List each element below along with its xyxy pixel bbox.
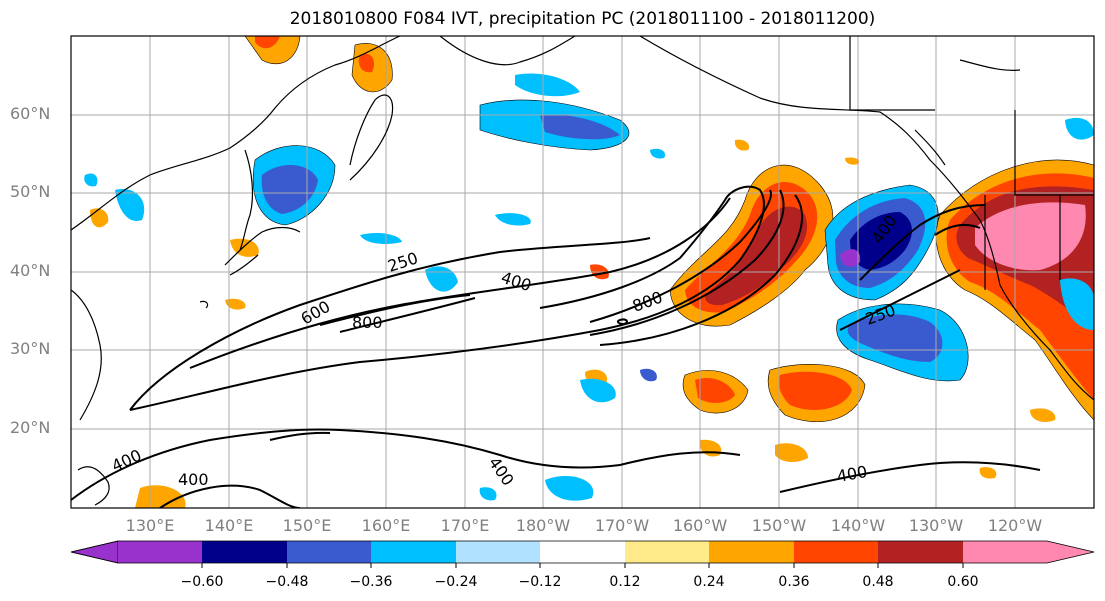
colorbar-tick-label: 0.60 [947, 574, 979, 590]
lon-label: 170°W [594, 516, 650, 535]
lat-label: 30°N [10, 339, 51, 358]
lon-label: 150°E [282, 516, 332, 535]
colorbar-outline [70, 540, 1095, 564]
map-frame [70, 35, 1095, 509]
map-title: 2018010800 F084 IVT, precipitation PC (2… [289, 9, 876, 29]
lat-label: 50°N [10, 182, 51, 201]
colorbar-swatch [709, 541, 794, 563]
colorbar-swatch [287, 541, 371, 563]
colorbar-swatch [540, 541, 625, 563]
colorbar-tick-label: 0.48 [862, 574, 894, 590]
lon-label: 180°W [515, 516, 571, 535]
lon-label: 130°W [908, 516, 964, 535]
lon-label: 170°E [440, 516, 490, 535]
colorbar-swatch [625, 541, 709, 563]
lon-label: 120°W [987, 516, 1043, 535]
lon-label: 160°W [672, 516, 728, 535]
colorbar-swatch [371, 541, 456, 563]
lon-label: 140°E [204, 516, 254, 535]
lon-label: 140°W [830, 516, 886, 535]
colorbar-swatch [794, 541, 878, 563]
lon-label: 150°W [751, 516, 807, 535]
lon-label: 130°E [125, 516, 175, 535]
contour-label: 800 [352, 313, 383, 332]
lat-label: 40°N [10, 261, 51, 280]
colorbar-tick-label: −0.48 [265, 574, 309, 590]
lat-label: 20°N [10, 418, 51, 437]
colorbar-max-arrow [963, 541, 1094, 563]
colorbar-tick-label: −0.12 [518, 574, 562, 590]
colorbar-ticks [201, 563, 964, 568]
contour-label: 400 [178, 470, 209, 489]
colorbar [70, 540, 1095, 568]
ivt-contours [71, 185, 1041, 508]
graticule [71, 36, 1094, 508]
lat-label: 60°N [10, 104, 51, 123]
colorbar-swatch [456, 541, 540, 563]
colorbar-tick-label: −0.60 [180, 574, 224, 590]
contour-label: 400 [109, 445, 145, 475]
contour-label: 800 [630, 287, 665, 315]
colorbar-min-arrow [70, 540, 119, 564]
colorbar-swatch [878, 541, 963, 563]
colorbar-tick-label: −0.24 [434, 574, 478, 590]
colorbar-swatch [202, 541, 287, 563]
lon-label: 160°E [361, 516, 411, 535]
contour-label: 400 [835, 462, 868, 486]
colorbar-tick-label: 0.12 [609, 574, 641, 590]
colorbar-tick-label: 0.36 [778, 574, 810, 590]
negative-anomaly-blobs [84, 73, 1094, 501]
colorbar-tick-label: 0.24 [693, 574, 725, 590]
coastlines [71, 36, 1094, 506]
colorbar-swatch [118, 541, 202, 563]
colorbar-tick-label: −0.36 [349, 574, 393, 590]
